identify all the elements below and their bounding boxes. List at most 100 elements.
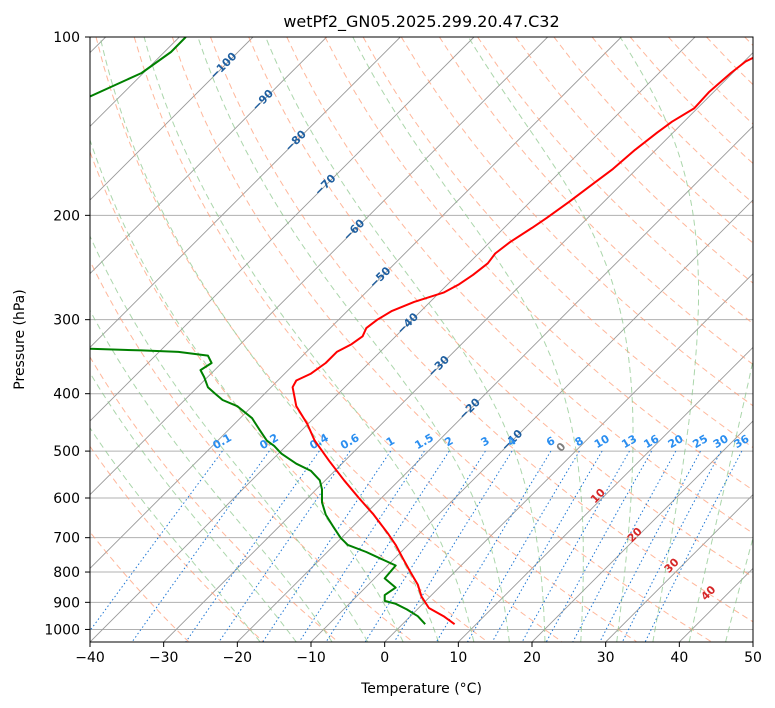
plot-frame [89,36,754,643]
y-tick-label: 100 [53,30,80,46]
isotherm-line [679,567,753,642]
y-tick-label: 700 [53,531,80,547]
moist-adiabat-line [90,427,261,642]
y-tick-label: 600 [53,491,80,507]
y-tick-label: 900 [53,595,80,611]
pressure-gridlines [90,37,753,630]
dry-adiabats [90,37,753,642]
mixing-ratio-label: 13 [619,432,639,451]
y-tick-label: 300 [53,313,80,329]
dry-adiabat-line [95,37,562,642]
isotherm-line [531,420,753,642]
dry-adiabat-line [248,37,753,578]
moist-adiabats [90,37,775,642]
x-tick-label: −10 [296,650,326,666]
sounding-line [90,37,426,625]
y-tick-label: 1000 [44,622,80,638]
mixing-ratio-label: 8 [573,434,586,449]
moist-adiabat-line [90,235,369,642]
isotherm-line [90,37,475,422]
x-tick-label: 30 [597,650,615,666]
mixing-ratio-label: 10 [592,432,612,451]
x-tick-label: 20 [523,650,541,666]
mixing-ratio-label: 25 [690,432,710,451]
mixing-ratio-line [185,450,320,642]
isotherm-line [605,494,753,642]
dry-adiabat-line [133,37,637,642]
moist-adiabat-label: 40 [698,583,718,603]
sounding-line [291,56,753,626]
moist-adiabat-line [197,37,510,642]
x-tick-label: 10 [449,650,467,666]
dry-adiabat-label: −100 [207,50,239,82]
isotherm-line [163,52,753,642]
mixing-ratio-line [545,450,653,642]
mixing-ratio-label: 2 [442,434,455,449]
mixing-ratio-line [621,450,722,642]
moist-adiabat-label: 0 [554,440,569,455]
moist-adiabat-line [619,37,699,642]
mixing-ratio-label: 3 [479,434,492,449]
dry-adiabat-line [90,150,488,642]
dry-adiabat-line [324,37,753,491]
y-tick-label: 200 [53,208,80,224]
isotherm-line [310,199,753,642]
x-axis-ticks: −40 −30 −20 −10 0 10 20 30 40 50 [75,642,762,666]
x-tick-label: 40 [670,650,688,666]
moist-adiabat-line [725,536,753,642]
mixing-ratio-label: 0.6 [338,431,362,452]
mixing-ratio-label: 0.1 [210,431,233,452]
dry-adiabat-label: −30 [425,353,452,380]
dry-adiabat-label: −70 [312,171,339,198]
skewed-isotherms [90,37,753,642]
y-tick-label: 800 [53,565,80,581]
mixing-ratio-lines [90,450,743,642]
dry-adiabat-line [591,37,753,204]
moist-adiabat-line [90,309,333,642]
moist-adiabat-line [143,37,475,642]
dry-adiabat-line [171,37,712,642]
mixing-ratio-line [218,450,351,642]
dry-adiabat-line [90,531,189,642]
y-axis-label: Pressure (hPa) [12,289,28,389]
mixing-ratio-label: 30 [711,432,731,451]
isotherm-line [90,37,401,348]
moist-adiabat-line [90,138,404,642]
dry-adiabat-label: −60 [341,216,368,243]
mixing-ratio-line [131,450,270,642]
dry-adiabat-label: −90 [250,87,277,114]
moist-adiabat-line [762,37,775,642]
x-tick-label: −30 [149,650,179,666]
dry-adiabat-line [438,37,753,366]
dry-adiabat-label: −40 [394,310,421,337]
x-tick-label: −20 [223,650,253,666]
mixing-ratio-line [90,450,223,632]
mixing-ratio-label: 1.5 [412,431,435,452]
mixing-ratio-label: 1 [384,434,397,449]
dry-adiabat-line [90,259,413,642]
mixing-ratio-label: 20 [666,432,686,451]
mixing-ratio-line [599,450,701,642]
dry-adiabat-label: −80 [282,127,309,154]
moist-adiabat-line [90,371,297,642]
mixing-ratio-line [521,450,630,642]
isotherm-line [237,125,753,642]
mixing-ratio-line [262,450,392,642]
moist-adiabat-line [99,37,439,642]
isotherm-line [90,37,696,642]
moist-adiabat-line [688,358,753,642]
isotherm-line [384,273,753,642]
dry-adiabat-line [668,37,753,125]
isotherm-line [90,37,622,569]
mixing-ratio-line [435,450,552,642]
mixing-ratio-label: 16 [641,432,661,451]
moist-adiabat-line [265,37,546,642]
dry-adiabat-line [400,37,753,407]
isotherm-line [458,346,753,642]
mixing-ratio-line [644,450,743,642]
x-tick-label: −40 [75,650,105,666]
dry-adiabat-line [210,37,753,623]
isotherm-line [90,37,548,496]
x-tick-label: 50 [744,650,762,666]
dry-adiabat-line [90,445,264,642]
